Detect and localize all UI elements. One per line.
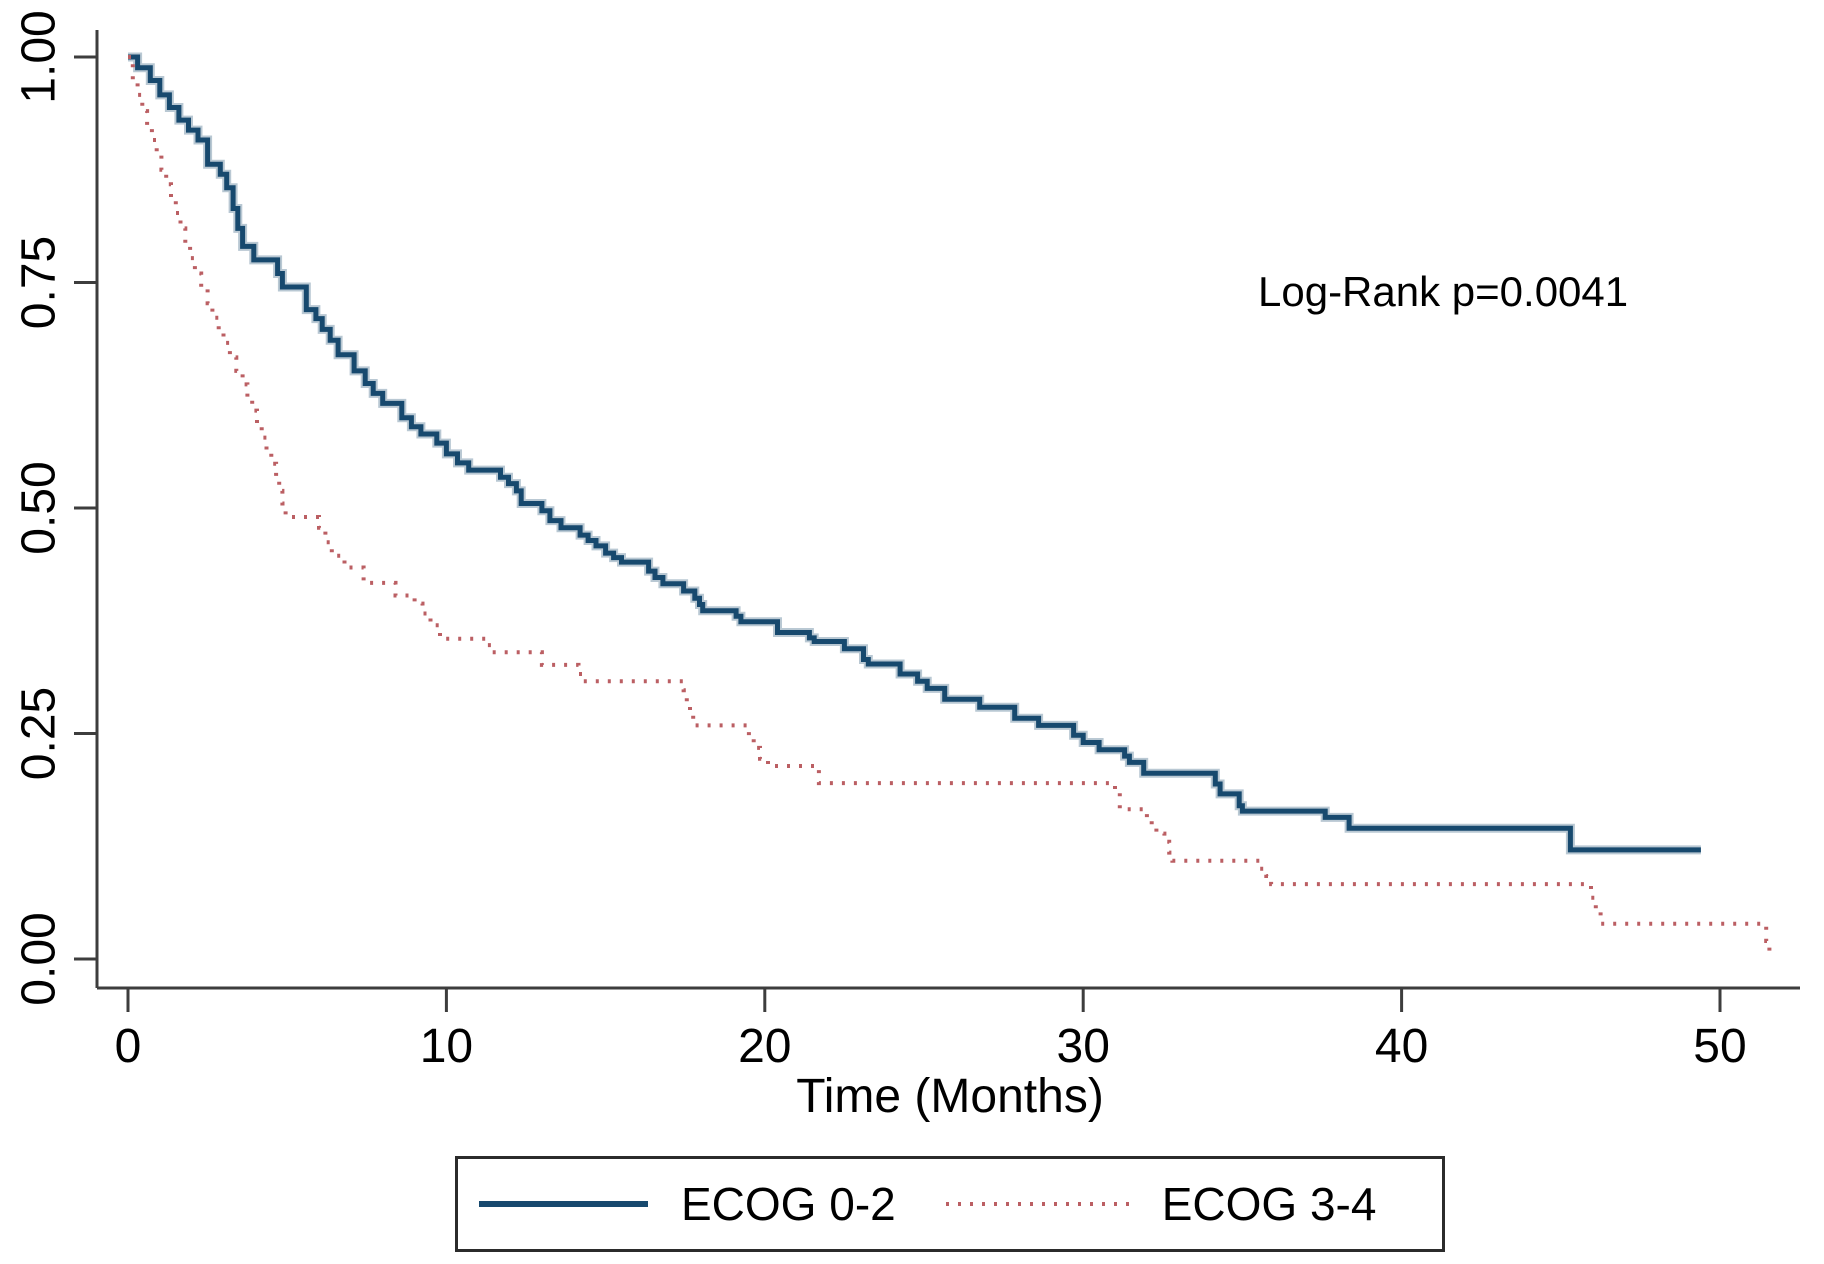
legend-line-solid — [479, 1201, 648, 1207]
legend-line-dotted — [945, 1202, 1132, 1206]
y-tick-label: 0.25 — [13, 687, 66, 780]
y-tick-label: 0.00 — [13, 912, 66, 1005]
y-axis-ticks: 0.00 0.25 0.50 0.75 1.00 — [13, 10, 97, 1006]
x-axis-ticks: 0 10 20 30 40 50 — [115, 988, 1747, 1073]
ecog-3-4-curve — [128, 55, 1775, 957]
x-axis-title: Time (Months) — [796, 1070, 1104, 1123]
ecog-0-2-curve-halo — [128, 52, 1701, 855]
x-tick-label: 40 — [1375, 1020, 1428, 1073]
legend-box: ECOG 0-2 ECOG 3-4 — [455, 1156, 1445, 1252]
y-tick-label: 0.50 — [13, 461, 66, 554]
survival-curves — [128, 52, 1775, 957]
log-rank-annotation: Log-Rank p=0.0041 — [1258, 268, 1628, 315]
x-tick-label: 50 — [1693, 1020, 1746, 1073]
legend-label-ecog-3-4: ECOG 3-4 — [1161, 1178, 1377, 1230]
x-tick-label: 0 — [115, 1020, 142, 1073]
x-tick-label: 20 — [738, 1020, 791, 1073]
y-tick-label: 0.75 — [13, 236, 66, 329]
y-tick-label: 1.00 — [13, 10, 66, 103]
x-tick-label: 10 — [420, 1020, 473, 1073]
legend-label-ecog-0-2: ECOG 0-2 — [681, 1178, 896, 1230]
x-tick-label: 30 — [1057, 1020, 1110, 1073]
ecog-0-2-curve — [128, 54, 1701, 853]
